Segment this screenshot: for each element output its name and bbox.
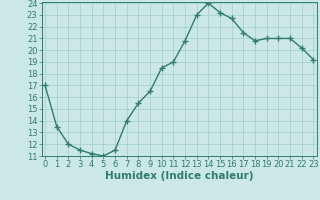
X-axis label: Humidex (Indice chaleur): Humidex (Indice chaleur) bbox=[105, 171, 253, 181]
